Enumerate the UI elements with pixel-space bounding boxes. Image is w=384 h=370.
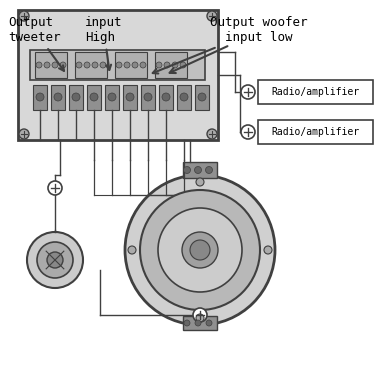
Circle shape	[126, 93, 134, 101]
Bar	[35, 52, 67, 78]
Bar	[183, 162, 217, 178]
Bar	[30, 50, 205, 80]
Bar	[258, 120, 373, 144]
Circle shape	[241, 125, 255, 139]
Text: Output
tweeter: Output tweeter	[8, 16, 64, 71]
Circle shape	[162, 93, 170, 101]
Bar	[123, 85, 137, 110]
Circle shape	[44, 62, 50, 68]
Circle shape	[19, 129, 29, 139]
Circle shape	[100, 62, 106, 68]
Circle shape	[84, 62, 90, 68]
Circle shape	[60, 62, 66, 68]
Bar	[183, 316, 217, 330]
Circle shape	[144, 93, 152, 101]
Circle shape	[132, 62, 138, 68]
Circle shape	[36, 62, 42, 68]
Circle shape	[196, 178, 204, 186]
Circle shape	[37, 242, 73, 278]
Circle shape	[125, 175, 275, 325]
Circle shape	[206, 320, 212, 326]
Circle shape	[180, 62, 186, 68]
Circle shape	[195, 166, 202, 174]
Circle shape	[241, 85, 255, 99]
Circle shape	[48, 181, 62, 195]
Circle shape	[207, 11, 217, 21]
Circle shape	[52, 62, 58, 68]
Circle shape	[190, 240, 210, 260]
Circle shape	[76, 62, 82, 68]
Text: input
High: input High	[85, 16, 122, 70]
Circle shape	[36, 93, 44, 101]
Circle shape	[184, 166, 190, 174]
Bar	[51, 85, 65, 110]
Circle shape	[195, 320, 201, 326]
Circle shape	[158, 208, 242, 292]
Bar	[33, 85, 47, 110]
Circle shape	[54, 93, 62, 101]
Circle shape	[193, 308, 207, 322]
Circle shape	[19, 11, 29, 21]
Circle shape	[90, 93, 98, 101]
Circle shape	[182, 232, 218, 268]
Circle shape	[72, 93, 80, 101]
Bar	[69, 85, 83, 110]
Circle shape	[196, 314, 204, 322]
Circle shape	[156, 62, 162, 68]
Bar	[195, 85, 209, 110]
Bar	[115, 52, 147, 78]
Circle shape	[164, 62, 170, 68]
Bar	[18, 10, 218, 140]
Text: Radio/amplifier: Radio/amplifier	[271, 127, 359, 137]
Circle shape	[108, 93, 116, 101]
Circle shape	[184, 320, 190, 326]
Circle shape	[264, 246, 272, 254]
Circle shape	[128, 246, 136, 254]
Text: Output woofer
  input low: Output woofer input low	[153, 16, 308, 74]
Bar	[155, 52, 187, 78]
Circle shape	[180, 93, 188, 101]
Circle shape	[140, 190, 260, 310]
Bar	[75, 52, 107, 78]
Bar	[87, 85, 101, 110]
Circle shape	[47, 252, 63, 268]
Bar	[141, 85, 155, 110]
Circle shape	[172, 62, 178, 68]
Circle shape	[116, 62, 122, 68]
Circle shape	[205, 166, 212, 174]
Bar	[159, 85, 173, 110]
Circle shape	[140, 62, 146, 68]
Bar	[105, 85, 119, 110]
Text: Radio/amplifier: Radio/amplifier	[271, 87, 359, 97]
Circle shape	[198, 93, 206, 101]
Circle shape	[27, 232, 83, 288]
Circle shape	[124, 62, 130, 68]
Bar	[258, 80, 373, 104]
Circle shape	[92, 62, 98, 68]
Circle shape	[207, 129, 217, 139]
Bar	[177, 85, 191, 110]
